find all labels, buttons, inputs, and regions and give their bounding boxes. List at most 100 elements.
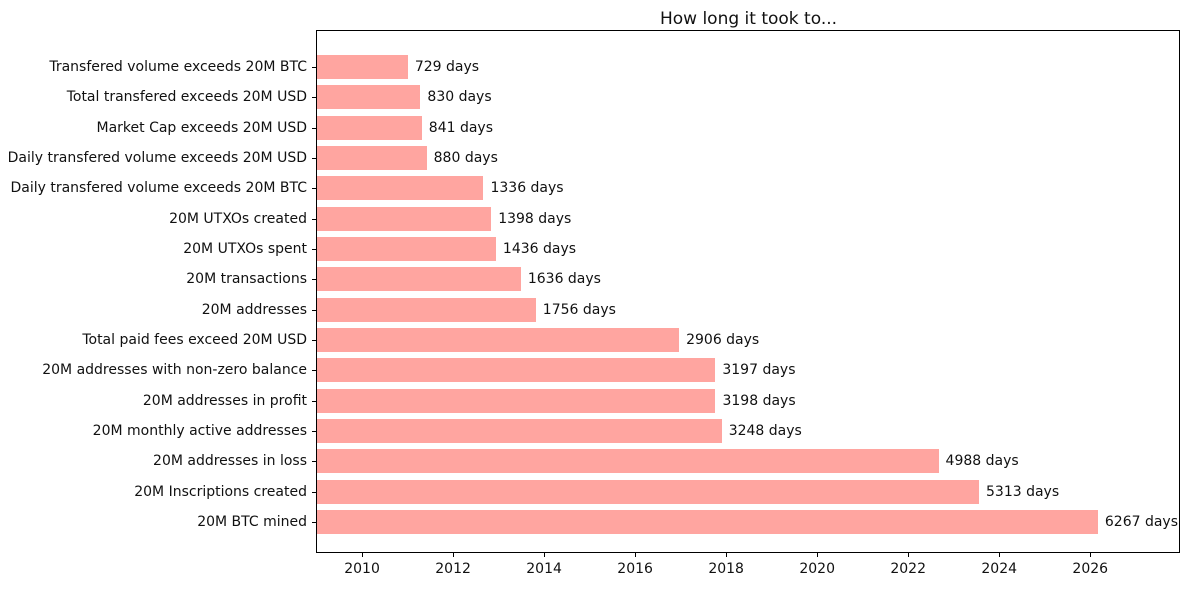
x-tick-label: 2018 — [708, 561, 744, 577]
x-tick-label: 2020 — [799, 561, 835, 577]
y-tick-mark — [312, 430, 316, 432]
value-label: 1336 days — [490, 180, 564, 197]
value-label: 729 days — [414, 59, 480, 75]
bar-row: 20M BTC mined 6267 days — [197, 509, 1179, 534]
bar — [317, 358, 716, 383]
y-tick-mark — [312, 127, 316, 129]
category-label: 20M UTXOs created — [169, 210, 307, 227]
value-label: 1636 days — [527, 271, 601, 288]
value-label: 1398 days — [498, 210, 572, 227]
bar-row: 20M Inscriptions created 5313 days — [134, 479, 1179, 504]
x-tick-mark — [998, 553, 1000, 557]
bar — [317, 176, 484, 201]
y-tick-mark — [312, 521, 316, 523]
bars-container: Transfered volume exceeds 20M BTC 729 da… — [8, 31, 1179, 552]
bar-row: Total transfered exceeds 20M USD 830 day… — [67, 85, 1179, 110]
category-label: 20M Inscriptions created — [134, 483, 307, 500]
category-label: 20M BTC mined — [197, 513, 307, 530]
category-label: 20M monthly active addresses — [92, 422, 307, 439]
bar-row: Daily transfered volume exceeds 20M USD … — [8, 145, 1179, 170]
category-label: Daily transfered volume exceeds 20M USD — [7, 149, 307, 166]
bar-row: 20M transactions 1636 days — [186, 267, 1179, 292]
bar — [317, 267, 521, 292]
y-tick-mark — [312, 339, 316, 341]
category-label: 20M addresses — [201, 301, 307, 318]
y-tick-mark — [312, 218, 316, 220]
bar — [317, 85, 421, 110]
category-label: Market Cap exceeds 20M USD — [96, 119, 308, 136]
y-tick-mark — [312, 309, 316, 311]
x-tick-mark — [634, 553, 636, 557]
y-tick-mark — [312, 67, 316, 68]
x-tick-mark — [816, 553, 818, 557]
category-label: Total paid fees exceed 20M USD — [82, 331, 307, 348]
value-label: 830 days — [427, 89, 492, 106]
bar-row: 20M UTXOs spent 1436 days — [183, 236, 1179, 261]
value-label: 1436 days — [502, 240, 577, 257]
bar — [317, 509, 1098, 534]
bar — [317, 327, 680, 352]
bar-row: 20M addresses with non-zero balance 3197… — [42, 358, 1179, 383]
category-label: 20M addresses with non-zero balance — [42, 362, 307, 379]
bar — [317, 145, 427, 170]
bar — [317, 236, 496, 261]
y-tick-mark — [312, 461, 316, 463]
x-tick-label: 2026 — [1072, 561, 1109, 577]
bar-row: 20M addresses in profit 3198 days — [143, 388, 1179, 413]
bar-row: 20M addresses 1756 days — [202, 297, 1179, 322]
category-label: 20M addresses in loss — [153, 453, 307, 470]
bar-row: Market Cap exceeds 20M USD 841 days — [97, 115, 1179, 140]
value-label: 841 days — [428, 119, 493, 136]
bar-row: 20M addresses in loss 4988 days — [153, 449, 1179, 474]
y-tick-mark — [312, 157, 316, 159]
x-tick-mark — [543, 553, 545, 557]
category-label: Total transfered exceeds 20M USD — [66, 89, 307, 106]
chart-title: How long it took to... — [659, 9, 838, 29]
value-label: 3198 days — [722, 392, 796, 409]
y-tick-mark — [312, 248, 316, 250]
x-tick-label: 2024 — [981, 561, 1018, 577]
bar-row: Transfered volume exceeds 20M BTC 729 da… — [49, 55, 1179, 79]
bar-row: Total paid fees exceed 20M USD 2906 days — [82, 327, 1179, 352]
y-tick-mark — [312, 491, 316, 493]
category-label: 20M UTXOs spent — [183, 240, 307, 257]
value-label: 3197 days — [722, 362, 796, 379]
bar — [317, 388, 716, 413]
x-tick-label: 2012 — [435, 561, 471, 577]
bar-row: 20M UTXOs created 1398 days — [169, 206, 1179, 231]
category-label: Daily transfered volume exceeds 20M BTC — [10, 180, 307, 197]
x-tick-mark — [907, 553, 909, 557]
value-label: 3248 days — [728, 422, 802, 439]
y-tick-mark — [312, 97, 316, 99]
category-label: 20M addresses in profit — [142, 392, 307, 409]
value-label: 4988 days — [945, 453, 1019, 470]
x-tick-mark — [361, 553, 363, 557]
y-tick-mark — [312, 370, 316, 372]
x-tick-mark — [725, 553, 727, 557]
x-axis: 2010 2012 2014 2016 2018 2020 2022 2024 … — [317, 552, 1179, 588]
bar — [317, 449, 939, 474]
value-label: 2906 days — [686, 331, 760, 348]
y-tick-mark — [312, 279, 316, 281]
bar-row: Daily transfered volume exceeds 20M BTC … — [10, 176, 1179, 201]
value-label: 5313 days — [986, 483, 1060, 500]
x-tick-mark — [1089, 553, 1091, 557]
x-tick-label: 2022 — [890, 561, 927, 577]
bar — [317, 479, 980, 504]
x-tick-label: 2016 — [617, 561, 653, 577]
bar — [317, 206, 492, 231]
bar-row: 20M monthly active addresses 3248 days — [93, 418, 1179, 443]
y-tick-mark — [312, 400, 316, 402]
value-label: 880 days — [433, 149, 498, 166]
x-tick-mark — [452, 553, 454, 557]
category-label: 20M transactions — [186, 271, 307, 288]
bar — [317, 418, 722, 443]
bar — [317, 55, 408, 79]
y-tick-mark — [312, 188, 316, 190]
value-label: 6267 days — [1104, 513, 1179, 530]
value-label: 1756 days — [542, 301, 616, 318]
x-tick-label: 2010 — [344, 561, 380, 577]
category-label: Transfered volume exceeds 20M BTC — [49, 59, 307, 75]
x-tick-label: 2014 — [526, 561, 562, 577]
